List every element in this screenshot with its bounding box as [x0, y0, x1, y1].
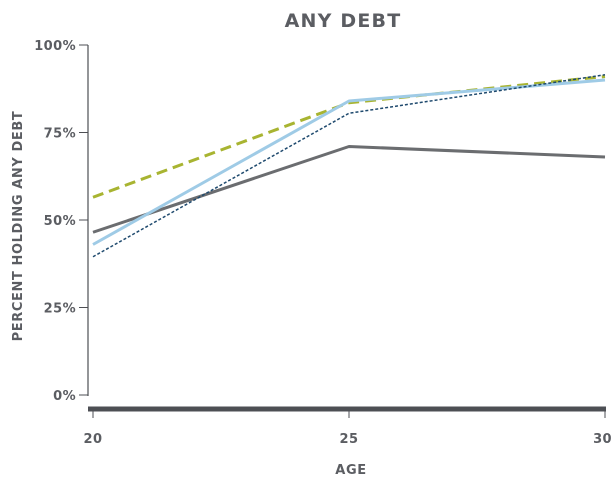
series-line-3 [92, 78, 606, 246]
x-tick-label: 20 [84, 432, 103, 447]
x-tick-label: 30 [593, 432, 612, 447]
x-axis-label: AGE [335, 463, 366, 478]
y-tick-label: 75% [44, 127, 76, 142]
y-axis-label: PERCENT HOLDING ANY DEBT [11, 111, 26, 342]
series-line-1 [92, 145, 606, 234]
y-tick-label: 50% [44, 214, 76, 229]
series-layer [92, 74, 606, 258]
chart-title: ANY DEBT [285, 10, 402, 32]
y-tick-label: 0% [53, 389, 76, 404]
x-tick-label: 25 [340, 432, 359, 447]
y-tick-label: 25% [44, 302, 76, 317]
axes-layer: 0% 25% 50% 75% 100% 20 25 30 [34, 39, 612, 447]
series-line-4 [92, 74, 606, 258]
series-line-2 [92, 75, 606, 199]
y-tick-label: 100% [34, 39, 76, 54]
